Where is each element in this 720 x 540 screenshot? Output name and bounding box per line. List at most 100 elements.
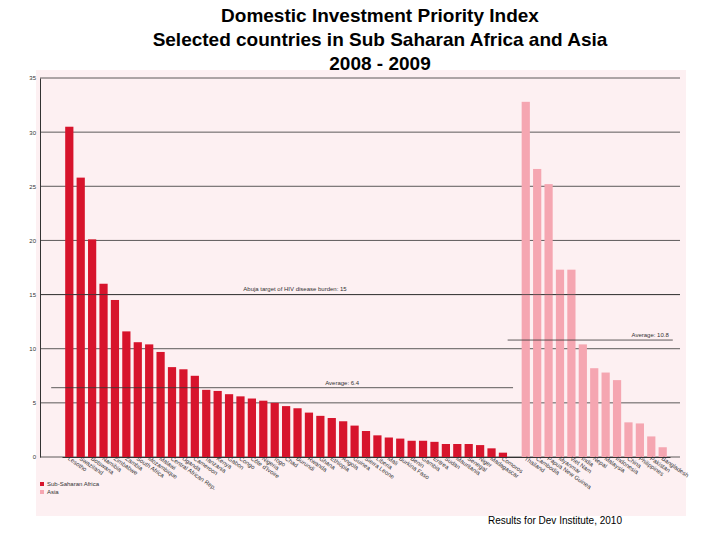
bar <box>225 394 233 457</box>
bar <box>647 436 655 457</box>
bar <box>65 127 73 457</box>
bar <box>362 431 370 457</box>
bar <box>214 391 222 457</box>
y-tick-label: 30 <box>29 130 36 136</box>
x-tick-label: Mali <box>387 455 399 466</box>
bar <box>567 270 575 457</box>
y-tick-label: 5 <box>33 400 37 406</box>
bar <box>533 169 541 457</box>
bar <box>350 426 358 457</box>
grid-line <box>40 294 680 295</box>
legend-item: Asia <box>40 489 59 495</box>
bar <box>99 284 107 457</box>
average-label: Average: 6.4 <box>325 380 360 386</box>
chart: 0 5 10 15 20 25 30 35 LesothoSwazilandBotswanaNa… <box>0 0 720 540</box>
bar <box>385 438 393 457</box>
bar <box>339 421 347 457</box>
grid-line <box>40 186 680 187</box>
bar <box>419 441 427 457</box>
average-line <box>508 340 673 341</box>
bar <box>442 444 450 457</box>
bar <box>465 444 473 457</box>
y-tick-label: 10 <box>29 346 36 352</box>
bar <box>134 342 142 457</box>
y-tick-label: 0 <box>33 454 37 460</box>
bar <box>624 422 632 457</box>
bar <box>476 445 484 457</box>
y-tick: 5 <box>33 400 40 406</box>
bar <box>236 396 244 457</box>
bar <box>636 423 644 457</box>
legend-item: Sub-Saharan Africa <box>40 481 100 487</box>
bar <box>145 344 153 457</box>
x-tick: Mali <box>387 455 399 466</box>
target-label: Abuja target of HIV disease burden: 15 <box>243 286 347 292</box>
bar <box>316 416 324 457</box>
bar <box>111 300 119 457</box>
bar <box>430 442 438 457</box>
bar <box>179 369 187 457</box>
average-label: Average: 10.8 <box>632 332 670 338</box>
x-tick: Bangladesh <box>660 455 689 478</box>
bar <box>396 439 404 457</box>
bar <box>453 444 461 457</box>
bars <box>65 102 667 457</box>
grid <box>40 78 680 457</box>
bar <box>202 390 210 457</box>
title-line: 2008 - 2009 <box>329 53 430 74</box>
grid-line <box>40 132 680 133</box>
bar <box>556 270 564 457</box>
y-axis-line <box>40 79 41 458</box>
y-tick-label: 15 <box>29 292 36 298</box>
bar <box>522 102 530 457</box>
bar <box>282 406 290 457</box>
title-line: Domestic Investment Priority Index <box>221 5 539 26</box>
target-line <box>40 294 680 295</box>
bar <box>305 413 313 457</box>
x-tick-label: Comoros <box>501 455 524 474</box>
bar <box>613 380 621 457</box>
legend-label: Sub-Saharan Africa <box>47 481 100 487</box>
bar <box>271 403 279 457</box>
bar <box>602 373 610 457</box>
y-tick-label: 20 <box>29 238 36 244</box>
y-tick-label: 25 <box>29 184 36 190</box>
bar <box>579 344 587 457</box>
bar <box>122 331 130 457</box>
x-axis: LesothoSwazilandBotswanaNamibiaZimbabweZ… <box>63 455 690 491</box>
bar <box>590 368 598 457</box>
title: Domestic Investment Priority Index Select… <box>153 5 608 74</box>
y-tick: 35 <box>29 75 40 81</box>
bar <box>259 401 267 457</box>
legend-swatch <box>40 490 44 494</box>
bar <box>293 408 301 457</box>
source: Results for Dev Institute, 2010 <box>488 515 622 526</box>
y-tick: 15 <box>29 292 40 298</box>
y-tick: 30 <box>29 130 40 136</box>
y-tick: 0 <box>33 454 40 460</box>
legend: Sub-Saharan Africa Asia <box>40 481 100 495</box>
grid-line <box>40 240 680 241</box>
bar <box>328 418 336 457</box>
x-tick: Comoros <box>501 455 524 474</box>
average-line <box>51 387 513 388</box>
bar <box>544 184 552 457</box>
x-tick-label: Bangladesh <box>660 455 689 478</box>
y-tick-label: 35 <box>29 75 36 81</box>
y-tick: 20 <box>29 238 40 244</box>
bar <box>88 239 96 457</box>
y-axis: 0 5 10 15 20 25 30 35 <box>29 75 40 460</box>
bar <box>168 367 176 457</box>
bar <box>373 435 381 457</box>
bar <box>408 441 416 457</box>
y-tick: 10 <box>29 346 40 352</box>
annotations: Abuja target of HIV disease burden: 15 Av… <box>40 286 680 388</box>
title-line: Selected countries in Sub Saharan Africa… <box>153 29 608 50</box>
bar <box>248 399 256 457</box>
grid-line <box>40 78 680 79</box>
bar <box>77 178 85 457</box>
panel-background <box>36 70 686 516</box>
legend-label: Asia <box>47 489 59 495</box>
y-tick: 25 <box>29 184 40 190</box>
bar <box>156 352 164 457</box>
